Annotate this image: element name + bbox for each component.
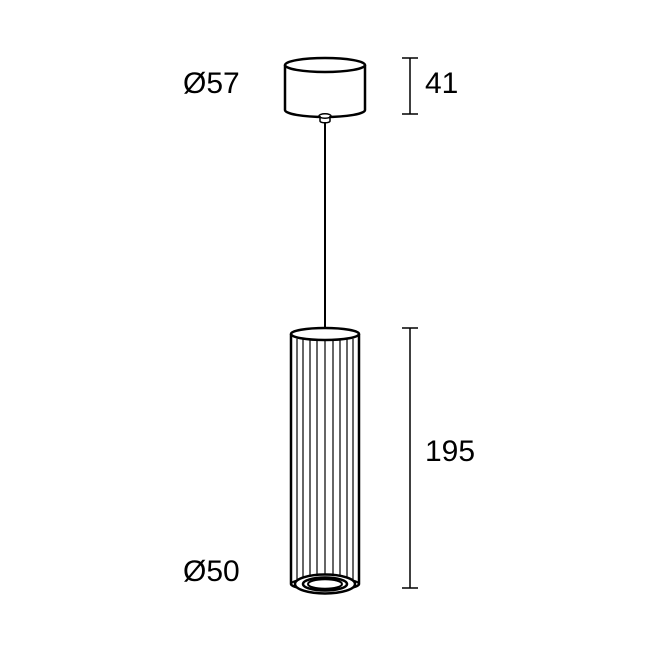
label-canopy-diameter: Ø57 [183,67,240,101]
dim-body-height [402,328,418,588]
dim-canopy-height [402,58,418,114]
canopy [285,58,365,123]
lens-aperture [291,575,359,594]
drawing-canvas: Ø57 41 195 Ø50 [0,0,650,650]
pendant-body [291,328,359,590]
technical-svg [0,0,650,650]
label-canopy-height: 41 [425,67,458,101]
label-body-diameter: Ø50 [183,555,240,589]
label-body-height: 195 [425,435,475,469]
